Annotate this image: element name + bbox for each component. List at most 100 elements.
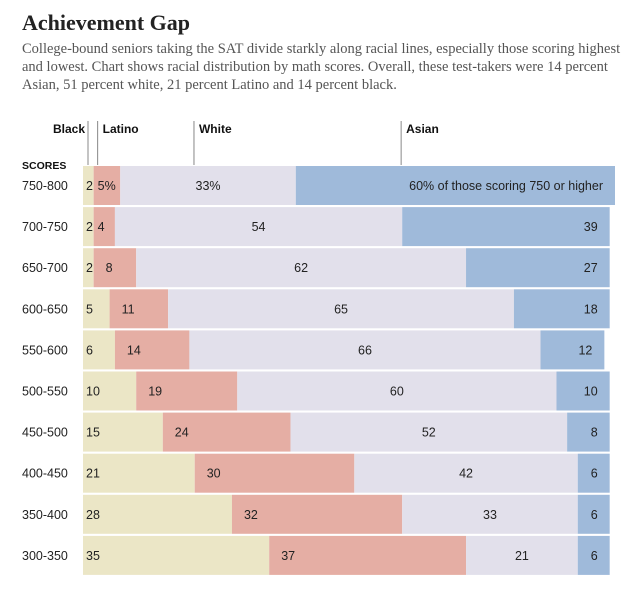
bar-segment-black [83, 453, 195, 493]
legend-label-asian: Asian [406, 122, 439, 136]
data-label-latino: 8 [106, 261, 113, 275]
bar-segment-latino [136, 371, 238, 411]
bar-segment-white [136, 248, 467, 288]
bar-segment-latino [162, 412, 291, 452]
category-label: 500-550 [22, 385, 68, 399]
data-label-black: 2 [86, 220, 93, 234]
bar-segment-black [83, 330, 115, 370]
bar-segment-latino [93, 248, 137, 288]
category-label: 600-650 [22, 302, 68, 316]
bar-rows: 750-800 2 5% 33% 60% of those scoring 750 or… [22, 166, 615, 575]
category-label: 650-700 [22, 261, 68, 275]
bar-segment-white [466, 535, 578, 575]
data-label-asian: 6 [591, 549, 598, 563]
data-label-white: 66 [358, 343, 372, 357]
data-label-white: 54 [252, 220, 266, 234]
data-label-black: 21 [86, 467, 100, 481]
category-label: 550-600 [22, 343, 68, 357]
data-label-latino: 4 [98, 220, 105, 234]
bar-segment-black [83, 412, 163, 452]
bar-row-500-550: 500-550 10 19 60 10 [22, 371, 610, 411]
bar-row-600-650: 600-650 5 11 65 18 [22, 289, 610, 329]
data-label-black: 15 [86, 426, 100, 440]
legend: Black Latino White Asian [53, 121, 439, 165]
bar-segment-white [290, 412, 568, 452]
bar-segment-black [83, 248, 94, 288]
bar-segment-white [114, 207, 403, 247]
data-label-white: 42 [459, 467, 473, 481]
bar-segment-white [189, 330, 541, 370]
bar-segment-latino [93, 207, 115, 247]
data-label-white: 65 [334, 302, 348, 316]
data-label-asian: 8 [591, 426, 598, 440]
data-label-asian: 12 [578, 343, 592, 357]
bar-segment-asian [466, 248, 610, 288]
bar-segment-asian [556, 371, 610, 411]
data-label-latino: 37 [281, 549, 295, 563]
bar-segment-white [237, 371, 557, 411]
data-label-black: 2 [86, 179, 93, 193]
bar-row-350-400: 350-400 28 32 33 6 [22, 494, 610, 534]
data-label-latino: 5% [98, 179, 116, 193]
bar-segment-asian [402, 207, 610, 247]
chart-subtitle: College-bound seniors taking the SAT div… [22, 41, 621, 93]
data-label-asian: 10 [584, 385, 598, 399]
bar-segment-asian [540, 330, 605, 370]
data-label-asian: 60% of those scoring 750 or higher [409, 179, 603, 193]
bar-segment-black [83, 494, 232, 534]
bar-segment-latino [114, 330, 190, 370]
data-label-latino: 19 [148, 385, 162, 399]
bar-segment-black [83, 166, 94, 205]
data-label-white: 33% [196, 179, 221, 193]
data-label-asian: 27 [584, 261, 598, 275]
data-label-white: 21 [515, 549, 529, 563]
data-label-white: 62 [294, 261, 308, 275]
bar-segment-asian [577, 535, 610, 575]
data-label-latino: 14 [127, 343, 141, 357]
category-axis-label: SCORES [22, 160, 66, 172]
data-label-white: 52 [422, 426, 436, 440]
bar-segment-latino [109, 289, 169, 329]
data-label-latino: 32 [244, 508, 258, 522]
bar-row-550-600: 550-600 6 14 66 12 [22, 330, 605, 370]
data-label-asian: 39 [584, 220, 598, 234]
bar-row-700-750: 700-750 2 4 54 39 [22, 207, 610, 247]
data-label-asian: 6 [591, 508, 598, 522]
data-label-black: 35 [86, 549, 100, 563]
data-label-black: 28 [86, 508, 100, 522]
category-label: 700-750 [22, 220, 68, 234]
data-label-latino: 30 [207, 467, 221, 481]
bar-segment-latino [194, 453, 355, 493]
bar-segment-black [83, 207, 94, 247]
bar-segment-latino [93, 166, 121, 205]
bar-row-450-500: 450-500 15 24 52 8 [22, 412, 610, 452]
bar-row-400-450: 400-450 21 30 42 6 [22, 453, 610, 493]
chart-title: Achievement Gap [22, 10, 191, 35]
data-label-black: 5 [86, 302, 93, 316]
data-label-asian: 6 [591, 467, 598, 481]
data-label-black: 2 [86, 261, 93, 275]
bar-segment-white [168, 289, 514, 329]
data-label-white: 60 [390, 385, 404, 399]
legend-label-black: Black [53, 122, 85, 136]
data-label-white: 33 [483, 508, 497, 522]
data-label-black: 6 [86, 343, 93, 357]
bar-row-300-350: 300-350 35 37 21 6 [22, 535, 610, 575]
bar-segment-black [83, 371, 137, 411]
data-label-latino: 11 [122, 302, 135, 316]
category-label: 450-500 [22, 426, 68, 440]
bar-row-750-800: 750-800 2 5% 33% 60% of those scoring 750 or… [22, 166, 615, 205]
bar-segment-latino [269, 535, 467, 575]
category-label: 350-400 [22, 508, 68, 522]
bar-segment-asian [513, 289, 610, 329]
bar-segment-asian [567, 412, 610, 452]
data-label-asian: 18 [584, 302, 598, 316]
bar-segment-asian [295, 166, 615, 205]
data-label-latino: 24 [175, 426, 189, 440]
bar-segment-asian [577, 453, 610, 493]
data-label-black: 10 [86, 385, 100, 399]
bar-segment-black [83, 535, 270, 575]
category-label: 300-350 [22, 549, 68, 563]
bar-segment-white [354, 453, 578, 493]
